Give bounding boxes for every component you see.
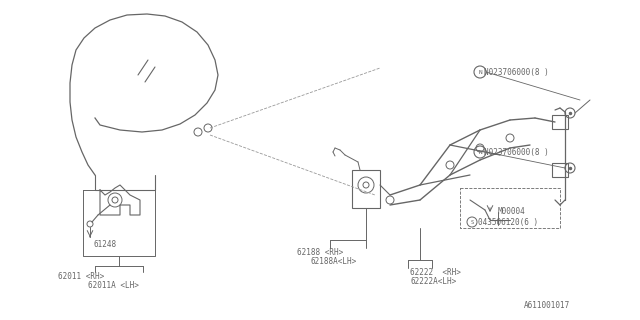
Text: N023706000(8 ): N023706000(8 ) (484, 148, 548, 157)
Bar (352, 170, 380, 208)
Text: M00004: M00004 (498, 207, 525, 216)
Text: 043506120(6 ): 043506120(6 ) (478, 218, 538, 227)
Text: A611001017: A611001017 (524, 301, 570, 310)
Text: 62188A<LH>: 62188A<LH> (310, 257, 356, 266)
Text: 62011 <RH>: 62011 <RH> (58, 272, 104, 281)
Text: 62011A <LH>: 62011A <LH> (88, 281, 139, 290)
Text: 62222A<LH>: 62222A<LH> (410, 277, 456, 286)
Text: N: N (478, 69, 482, 75)
Text: 62188 <RH>: 62188 <RH> (297, 248, 343, 257)
Text: 62222  <RH>: 62222 <RH> (410, 268, 461, 277)
Bar (552, 115, 568, 129)
Text: N023706000(8 ): N023706000(8 ) (484, 68, 548, 77)
Text: 61248: 61248 (93, 240, 116, 249)
Bar (552, 163, 568, 177)
Text: S: S (470, 220, 474, 225)
Text: N: N (478, 149, 482, 155)
